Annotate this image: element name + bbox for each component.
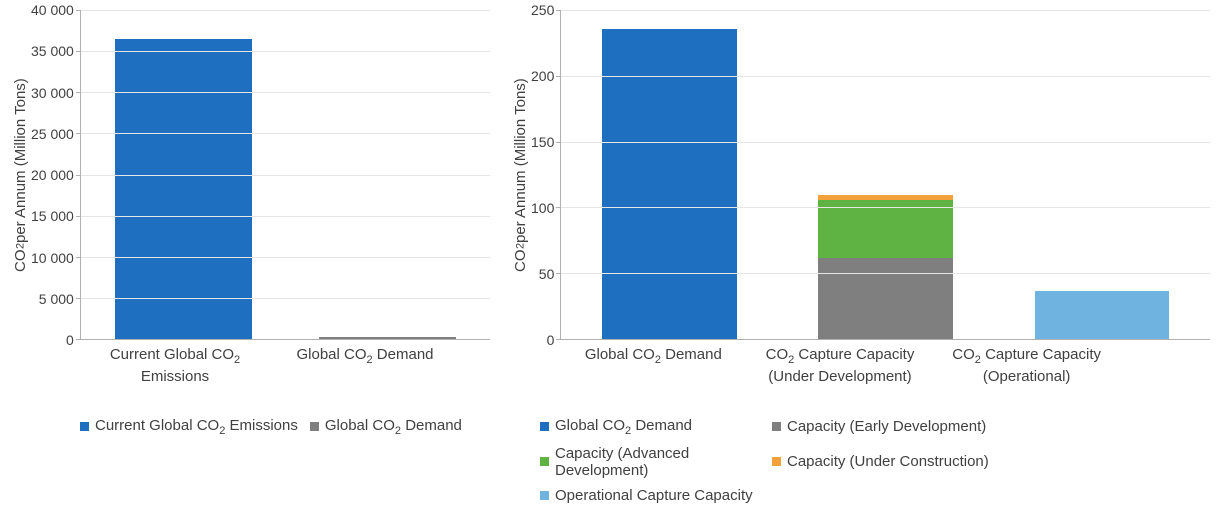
legend-label: Operational Capture Capacity: [555, 487, 753, 504]
x-axis-label: CO2 Capture Capacity(Operational): [933, 346, 1120, 387]
legend-label: Global CO2 Demand: [325, 417, 462, 437]
right-plot-wrap: CO2 per Annum (Million Tons) 25020015010…: [510, 10, 1210, 340]
legend-swatch: [540, 422, 549, 431]
legend-swatch: [540, 491, 549, 500]
y-tickmark: [76, 51, 81, 52]
right-y-ticks: 250200150100500: [531, 10, 560, 340]
legend-label: Global CO2 Demand: [555, 417, 692, 437]
legend-swatch: [80, 422, 89, 431]
y-tickmark: [556, 207, 561, 208]
x-axis-label: Global CO2 Demand: [560, 346, 747, 387]
y-tickmark: [76, 216, 81, 217]
legend-item: Operational Capture Capacity: [540, 487, 760, 504]
x-axis-label: Current Global CO2Emissions: [80, 346, 270, 387]
gridline: [81, 175, 490, 176]
legend-item: Current Global CO2 Emissions: [80, 417, 298, 437]
bar-segment: [319, 337, 456, 339]
y-tickmark: [556, 273, 561, 274]
gridline: [81, 133, 490, 134]
left-plot-area: [80, 10, 490, 340]
legend-label: Capacity (Advanced Development): [555, 445, 760, 479]
legend-label: Capacity (Early Development): [787, 418, 986, 435]
right-chart-panel: CO2 per Annum (Million Tons) 25020015010…: [510, 10, 1210, 508]
left-y-axis-label: CO2 per Annum (Million Tons): [10, 10, 31, 340]
legend-item: Global CO2 Demand: [310, 417, 462, 437]
gridline: [561, 10, 1210, 11]
y-tickmark: [76, 257, 81, 258]
y-tickmark: [76, 92, 81, 93]
left-y-ticks: 40 00035 00030 00025 00020 00015 00010 0…: [31, 10, 80, 340]
bar-segment: [1035, 291, 1169, 339]
gridline: [561, 273, 1210, 274]
y-tickmark: [556, 10, 561, 11]
right-x-labels: Global CO2 DemandCO2 Capture Capacity(Un…: [560, 340, 1120, 387]
legend-item: Global CO2 Demand: [540, 417, 760, 437]
legend-label: Capacity (Under Construction): [787, 453, 989, 470]
y-tickmark: [76, 175, 81, 176]
bar-segment: [115, 39, 252, 339]
legend-swatch: [772, 457, 781, 466]
y-tickmark: [76, 133, 81, 134]
gridline: [561, 142, 1210, 143]
gridline: [81, 92, 490, 93]
legend-item: Capacity (Under Construction): [772, 445, 992, 479]
gridline: [81, 10, 490, 11]
gridline: [81, 51, 490, 52]
legend-label: Current Global CO2 Emissions: [95, 417, 298, 437]
legend-swatch: [540, 457, 549, 466]
y-tickmark: [76, 10, 81, 11]
bar-segment: [818, 258, 952, 339]
left-chart-panel: CO2 per Annum (Million Tons) 40 00035 00…: [10, 10, 490, 508]
right-legend: Global CO2 Demand Capacity (Early Develop…: [510, 413, 1210, 508]
legend-item: Capacity (Early Development): [772, 417, 992, 437]
gridline: [81, 257, 490, 258]
right-plot-area: [560, 10, 1210, 340]
bar-slot: [818, 195, 952, 339]
gridline: [81, 216, 490, 217]
bar-slot: [319, 337, 456, 339]
bar-slot: [1035, 291, 1169, 339]
legend-item: Capacity (Advanced Development): [540, 445, 760, 479]
legend-swatch: [310, 422, 319, 431]
right-y-axis-label: CO2 per Annum (Million Tons): [510, 10, 531, 340]
left-x-labels: Current Global CO2EmissionsGlobal CO2 De…: [80, 340, 460, 387]
left-legend: Current Global CO2 Emissions Global CO2 D…: [10, 413, 490, 441]
gridline: [561, 207, 1210, 208]
legend-swatch: [772, 422, 781, 431]
x-axis-label: Global CO2 Demand: [270, 346, 460, 387]
y-tickmark: [76, 339, 81, 340]
y-tickmark: [556, 76, 561, 77]
bar-slot: [115, 39, 252, 339]
gridline: [561, 76, 1210, 77]
y-tickmark: [556, 142, 561, 143]
right-bars-container: [561, 10, 1210, 339]
gridline: [81, 298, 490, 299]
x-axis-label: CO2 Capture Capacity(Under Development): [747, 346, 934, 387]
charts-row: CO2 per Annum (Million Tons) 40 00035 00…: [10, 10, 1211, 508]
y-tickmark: [76, 298, 81, 299]
y-tickmark: [556, 339, 561, 340]
left-plot-wrap: CO2 per Annum (Million Tons) 40 00035 00…: [10, 10, 490, 340]
bar-segment: [818, 200, 952, 258]
